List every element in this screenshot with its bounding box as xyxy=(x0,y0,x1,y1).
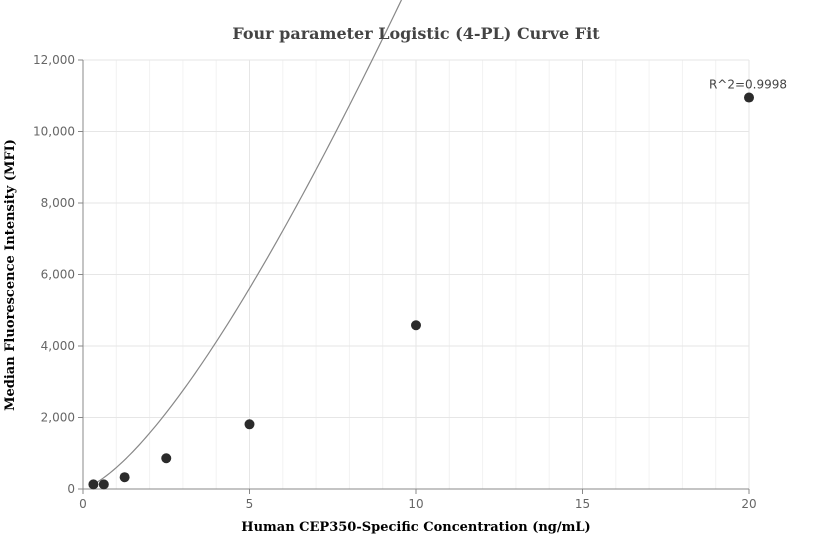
y-tick-label: 6,000 xyxy=(41,268,75,282)
y-axis-ticks: 0 2,000 4,000 6,000 8,000 10,000 12,000 xyxy=(33,53,83,496)
data-point xyxy=(744,92,754,103)
data-point xyxy=(98,479,109,490)
major-grid xyxy=(83,59,750,489)
x-tick-label: 5 xyxy=(246,497,254,511)
data-point xyxy=(244,419,255,430)
x-tick-label: 10 xyxy=(408,497,423,511)
x-tick-label: 20 xyxy=(741,497,756,511)
fit-curve-line xyxy=(93,0,403,485)
y-tick-label: 2,000 xyxy=(41,411,75,425)
x-axis-ticks: 0 5 10 15 20 xyxy=(79,489,757,511)
y-tick-label: 12,000 xyxy=(33,53,75,67)
y-axis-title: Median Fluorescence Intensity (MFI) xyxy=(3,139,18,411)
x-tick-label: 0 xyxy=(79,497,87,511)
chart-title: Four parameter Logistic (4-PL) Curve Fit xyxy=(232,24,600,43)
x-tick-label: 15 xyxy=(575,497,590,511)
y-tick-label: 8,000 xyxy=(41,196,75,210)
y-tick-label: 10,000 xyxy=(33,125,75,139)
y-tick-label: 4,000 xyxy=(41,339,75,353)
data-point xyxy=(119,472,130,483)
r-squared-annotation: R^2=0.9998 xyxy=(709,78,787,92)
data-point xyxy=(411,320,421,331)
data-point xyxy=(161,453,172,464)
data-point xyxy=(88,479,99,490)
y-tick-label: 0 xyxy=(67,482,75,496)
data-points xyxy=(88,92,754,490)
x-axis-title: Human CEP350-Specific Concentration (ng/… xyxy=(241,520,590,535)
